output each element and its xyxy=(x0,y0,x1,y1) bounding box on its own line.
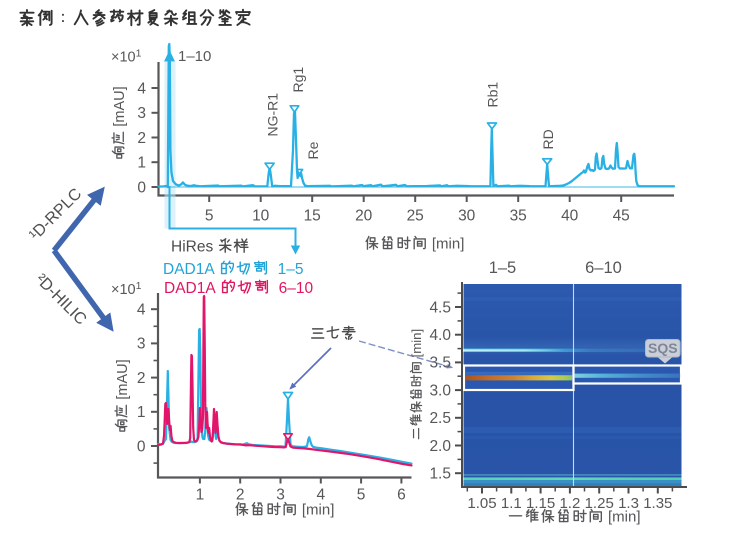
svg-text:1.25: 1.25 xyxy=(585,495,614,512)
svg-text:×101: ×101 xyxy=(111,48,142,66)
svg-text:5: 5 xyxy=(357,487,366,504)
svg-text:2.0: 2.0 xyxy=(429,438,451,455)
svg-text:35: 35 xyxy=(510,208,527,225)
svg-text:1.3: 1.3 xyxy=(618,495,639,512)
svg-text:30: 30 xyxy=(458,208,476,225)
svg-text:4.0: 4.0 xyxy=(429,327,451,344)
svg-text:4: 4 xyxy=(137,80,146,97)
svg-text:5: 5 xyxy=(205,208,214,225)
svg-text:[mAU]: [mAU] xyxy=(115,359,131,399)
svg-text:[min]: [min] xyxy=(608,509,641,526)
svg-text:3.5: 3.5 xyxy=(429,355,451,372)
svg-text:10: 10 xyxy=(252,208,270,225)
svg-text:3: 3 xyxy=(276,487,285,504)
svg-text:15: 15 xyxy=(304,208,321,225)
svg-text:4: 4 xyxy=(316,487,325,504)
svg-text:Rg1: Rg1 xyxy=(290,67,306,93)
svg-text:1–10: 1–10 xyxy=(178,48,211,65)
svg-text:[min]: [min] xyxy=(409,329,424,358)
svg-text:¹D-RPLC: ¹D-RPLC xyxy=(26,185,86,245)
svg-text:1: 1 xyxy=(137,155,146,172)
svg-text:1.15: 1.15 xyxy=(526,495,555,512)
svg-text:2: 2 xyxy=(236,487,245,504)
svg-text:×101: ×101 xyxy=(111,280,142,298)
svg-text:4.5: 4.5 xyxy=(429,299,451,316)
svg-text:1–5: 1–5 xyxy=(489,259,517,277)
svg-text:6–10: 6–10 xyxy=(279,280,314,297)
svg-text:20: 20 xyxy=(355,208,373,225)
svg-text:0: 0 xyxy=(137,179,146,196)
svg-text:3.0: 3.0 xyxy=(429,382,451,399)
svg-text:DAD1A: DAD1A xyxy=(164,280,216,297)
svg-text:1: 1 xyxy=(196,487,205,504)
svg-text:[min]: [min] xyxy=(432,236,465,253)
svg-text:[mAU]: [mAU] xyxy=(112,86,128,126)
svg-text:6: 6 xyxy=(397,487,406,504)
svg-text:2.5: 2.5 xyxy=(429,410,451,427)
svg-text:45: 45 xyxy=(613,208,630,225)
svg-text:RD: RD xyxy=(540,129,556,149)
svg-text:NG-R1: NG-R1 xyxy=(265,93,281,137)
svg-text:2: 2 xyxy=(137,130,146,147)
svg-text:SQS: SQS xyxy=(648,340,678,356)
svg-text:Re: Re xyxy=(305,141,321,159)
svg-text:HiRes: HiRes xyxy=(171,239,213,256)
svg-text:3: 3 xyxy=(137,105,146,122)
svg-text:4: 4 xyxy=(137,302,146,319)
svg-text:2: 2 xyxy=(137,370,146,387)
svg-text:[min]: [min] xyxy=(302,502,335,519)
svg-text:0: 0 xyxy=(137,438,146,455)
svg-text:1.35: 1.35 xyxy=(643,495,672,512)
svg-text:40: 40 xyxy=(561,208,579,225)
svg-text:1: 1 xyxy=(137,404,146,421)
svg-text:DAD1A: DAD1A xyxy=(163,261,215,278)
svg-text:6–10: 6–10 xyxy=(585,259,622,277)
svg-text:²D-HILIC: ²D-HILIC xyxy=(32,270,90,328)
svg-text:1.05: 1.05 xyxy=(467,495,496,512)
svg-text:1.2: 1.2 xyxy=(559,495,580,512)
svg-text:1.5: 1.5 xyxy=(429,466,451,483)
svg-text:1.1: 1.1 xyxy=(501,495,522,512)
svg-text:3: 3 xyxy=(137,336,146,353)
svg-text:Rb1: Rb1 xyxy=(485,82,501,108)
svg-text:25: 25 xyxy=(407,208,424,225)
svg-text:1–5: 1–5 xyxy=(278,261,304,278)
